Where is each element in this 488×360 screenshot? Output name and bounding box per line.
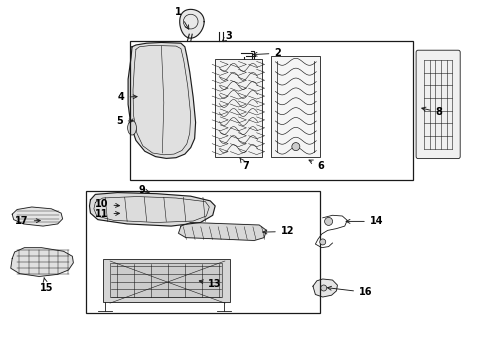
Circle shape [320, 285, 326, 291]
Polygon shape [11, 248, 73, 276]
Circle shape [319, 239, 325, 245]
Bar [102, 259, 229, 302]
Text: 8: 8 [421, 107, 442, 117]
Text: 16: 16 [327, 286, 372, 297]
Text: 14: 14 [346, 216, 383, 226]
Text: 9: 9 [138, 185, 149, 195]
Text: 1: 1 [175, 6, 188, 29]
Text: 7: 7 [239, 158, 248, 171]
Polygon shape [128, 42, 195, 158]
Polygon shape [89, 193, 215, 226]
Polygon shape [180, 9, 204, 38]
FancyBboxPatch shape [415, 50, 459, 159]
Text: 5: 5 [116, 116, 133, 126]
Text: 2: 2 [253, 48, 281, 58]
Text: 17: 17 [15, 216, 40, 226]
Text: 11: 11 [95, 209, 119, 219]
Text: 12: 12 [263, 226, 294, 237]
Text: 4: 4 [118, 92, 137, 102]
Bar [271, 56, 320, 157]
Ellipse shape [127, 121, 136, 135]
Circle shape [324, 217, 332, 225]
Polygon shape [12, 207, 62, 226]
Bar [129, 41, 412, 180]
Bar [85, 191, 320, 313]
Text: 10: 10 [95, 199, 119, 210]
Polygon shape [178, 222, 266, 240]
Text: 15: 15 [40, 278, 53, 293]
Bar [215, 59, 261, 157]
Text: 6: 6 [308, 160, 323, 171]
Polygon shape [312, 279, 337, 297]
Circle shape [291, 143, 299, 150]
Text: 3: 3 [222, 31, 232, 41]
Bar [110, 263, 222, 297]
Text: 13: 13 [199, 279, 222, 289]
